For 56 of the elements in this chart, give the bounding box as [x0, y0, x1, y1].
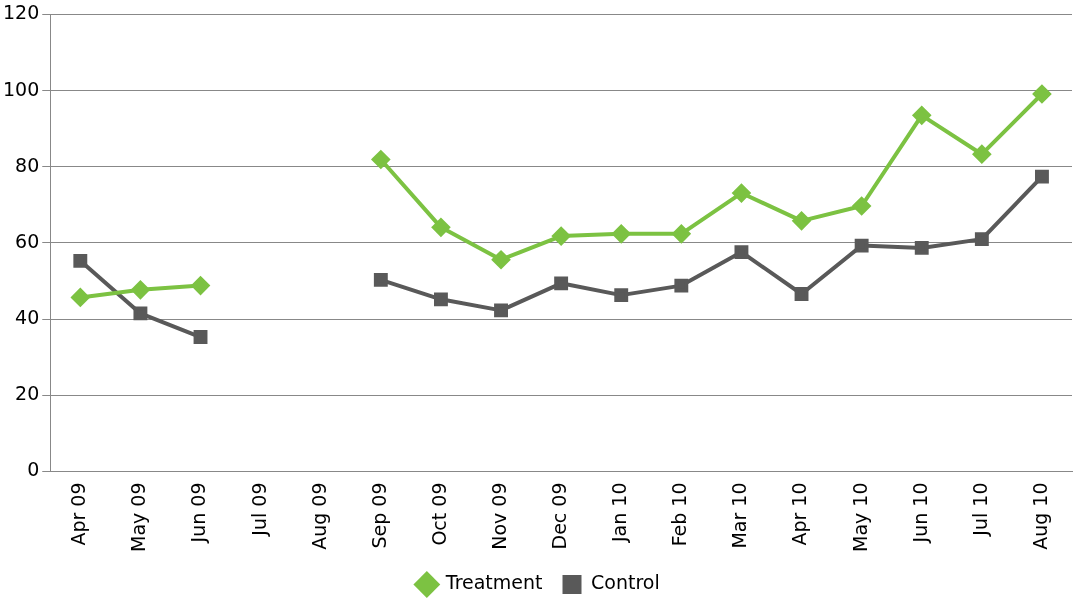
- x-tick-label: Aug 09: [307, 482, 330, 550]
- y-tick-label: 100: [3, 77, 40, 100]
- legend-label: Treatment: [444, 571, 543, 594]
- point: [371, 150, 390, 169]
- point: [854, 238, 869, 253]
- point: [612, 224, 631, 243]
- x-tick-label: Nov 09: [487, 482, 510, 550]
- point: [1035, 169, 1049, 184]
- x-tick-label: Aug 10: [1028, 482, 1051, 550]
- legend-label: Control: [591, 571, 660, 594]
- y-tick-label: 40: [15, 306, 40, 329]
- point: [133, 306, 148, 321]
- point: [492, 250, 511, 269]
- x-tick-label: Sep 09: [367, 482, 390, 549]
- point: [554, 276, 569, 291]
- x-tick-label: May 09: [127, 482, 150, 552]
- y-tick-label: 20: [15, 382, 40, 405]
- point: [191, 276, 210, 295]
- x-tick-label: Jul 10: [968, 482, 991, 537]
- point: [373, 272, 388, 287]
- point: [914, 240, 929, 255]
- point: [674, 278, 689, 293]
- point: [431, 218, 450, 237]
- y-tick-label: 120: [3, 1, 40, 24]
- point: [494, 303, 508, 318]
- point: [614, 288, 629, 303]
- x-tick-label: Oct 09: [427, 482, 450, 546]
- point: [672, 224, 691, 243]
- point: [193, 330, 208, 344]
- point: [912, 106, 931, 125]
- x-tick-label: Jan 10: [608, 482, 631, 544]
- y-tick-label: 80: [15, 153, 40, 176]
- x-tick-label: Dec 09: [548, 482, 571, 550]
- point: [71, 288, 90, 307]
- x-tick-label: Jul 09: [247, 482, 270, 537]
- point: [974, 232, 989, 247]
- x-tick-label: Jun 09: [187, 482, 210, 544]
- point: [1032, 85, 1051, 104]
- point: [972, 145, 991, 164]
- point: [792, 211, 811, 230]
- x-tick-label: Apr 10: [788, 482, 811, 546]
- point: [552, 227, 571, 246]
- x-tick-label: May 10: [848, 482, 871, 552]
- point: [433, 292, 448, 307]
- x-tick-label: Feb 10: [668, 482, 691, 547]
- x-tick-label: Apr 09: [67, 482, 90, 546]
- point: [852, 197, 871, 215]
- y-tick-label: 60: [15, 229, 40, 252]
- x-tick-label: Jun 10: [908, 482, 931, 544]
- x-tick-label: Mar 10: [728, 482, 751, 549]
- point: [794, 287, 809, 301]
- point: [732, 184, 751, 203]
- y-tick-label: 0: [27, 458, 40, 481]
- point: [131, 280, 150, 299]
- point: [734, 245, 749, 260]
- point: [73, 253, 88, 268]
